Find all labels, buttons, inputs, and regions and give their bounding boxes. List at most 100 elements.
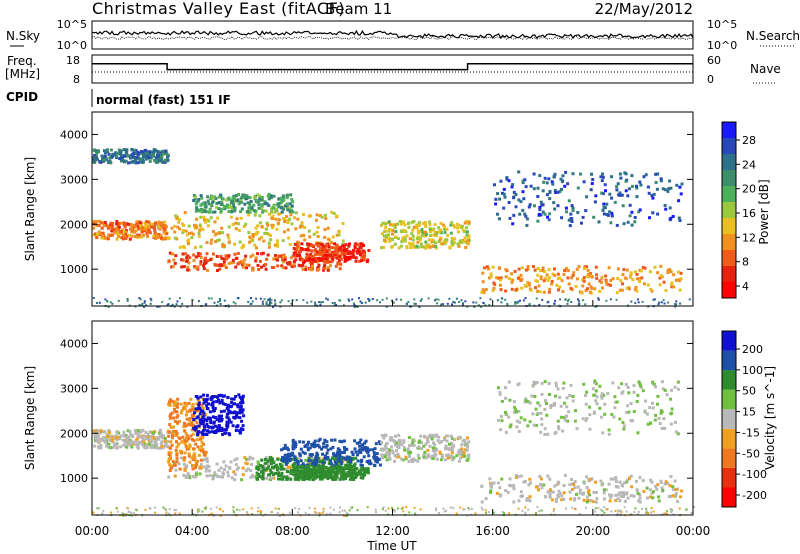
- vel-data-clutter-cell: [637, 513, 640, 516]
- vel-data-cell: [198, 437, 202, 441]
- power-data-cell: [443, 242, 447, 246]
- vel-data-cell: [165, 444, 169, 448]
- power-data-clutter-cell: [364, 301, 367, 304]
- power-data-cell: [605, 202, 609, 206]
- vel-data-cell: [582, 382, 586, 386]
- power-data-cell: [199, 262, 203, 266]
- vel-data-clutter-cell: [619, 510, 621, 513]
- power-data-clutter-cell: [385, 305, 388, 308]
- vel-data-cell: [236, 466, 240, 470]
- vel-data-cell: [594, 399, 598, 403]
- vel-data-cell: [217, 398, 220, 402]
- vel-data-cell: [190, 421, 194, 425]
- vel-data-cell: [244, 461, 248, 465]
- power-data-cell: [338, 258, 342, 262]
- power-data-cell: [240, 246, 244, 250]
- vel-data-cell: [311, 464, 315, 468]
- power-data-cell: [521, 208, 525, 212]
- power-data-cell: [152, 151, 156, 155]
- vel-data-cell: [344, 477, 347, 481]
- power-data-cell: [229, 215, 233, 219]
- vel-data-cell: [214, 416, 218, 420]
- power-data-clutter-cell: [475, 301, 478, 304]
- vel-data-clutter-cell: [480, 506, 483, 509]
- power-data-cell: [257, 206, 261, 210]
- power-data-clutter-cell: [436, 302, 439, 305]
- power-data-clutter-cell: [440, 303, 443, 306]
- power-data-cell: [300, 242, 304, 246]
- vel-data-cell: [651, 406, 655, 410]
- power-data-cell: [162, 227, 166, 231]
- vel-data-cell: [197, 403, 201, 407]
- power-data-cell: [609, 283, 612, 287]
- vel-data-cell: [598, 406, 602, 410]
- vel-data-clutter-cell: [690, 511, 693, 514]
- power-data-cell: [313, 252, 317, 256]
- power-data-cell: [494, 202, 498, 206]
- vel-data-cell: [507, 380, 511, 384]
- vel-data-cell: [444, 458, 447, 462]
- vel-data-cell: [134, 431, 138, 435]
- power-data-cell: [182, 223, 186, 227]
- vel-data-cell: [651, 401, 654, 405]
- vel-data-cell: [198, 448, 202, 451]
- vel-data-cell: [371, 448, 375, 452]
- power-data-cell: [109, 148, 113, 152]
- vel-data-cell: [431, 446, 435, 450]
- vel-data-cell: [148, 430, 152, 434]
- power-data-cell: [570, 204, 574, 208]
- power-data-cell: [265, 257, 269, 261]
- power-data-clutter-cell: [331, 302, 334, 305]
- power-data-cell: [244, 254, 248, 258]
- vel-data-cell: [340, 451, 344, 455]
- power-data-cell: [322, 266, 326, 270]
- vel-data-cell: [346, 465, 350, 469]
- vel-data-cell: [241, 473, 245, 477]
- power-data-cell: [213, 220, 217, 224]
- power-data-cell: [258, 221, 262, 225]
- power-data-cell: [326, 259, 329, 263]
- power-data-cell: [160, 149, 164, 153]
- power-data-cell: [590, 286, 594, 290]
- power-data-cell: [206, 199, 210, 203]
- power-data-cell: [210, 238, 214, 242]
- vel-data-cell: [431, 433, 435, 437]
- power-data-cell: [231, 222, 235, 226]
- vel-data-cell: [562, 484, 566, 487]
- power-data-cell: [297, 249, 301, 253]
- power-data-cell: [117, 148, 121, 152]
- power-data-cell: [165, 232, 169, 236]
- vel-data-clutter-cell: [623, 506, 626, 509]
- power-data-cell: [225, 198, 229, 202]
- power-data-cell: [331, 258, 335, 262]
- power-data-cell: [458, 239, 462, 243]
- power-data-cell: [567, 199, 571, 203]
- power-data-cell: [325, 243, 329, 247]
- vel-data-cell: [270, 471, 274, 475]
- vel-data-cell: [220, 429, 224, 432]
- vel-data-cell: [220, 426, 224, 430]
- vel-data-cell: [178, 467, 182, 471]
- power-data-clutter-cell: [379, 301, 381, 304]
- power-data-cell: [553, 172, 557, 176]
- vel-data-cell: [517, 430, 521, 433]
- power-data-cell: [128, 233, 132, 237]
- vel-data-cell: [231, 411, 235, 415]
- power-data-cell: [158, 159, 161, 163]
- power-data-cell: [245, 195, 249, 199]
- power-data-cell: [441, 242, 445, 246]
- power-data-cell: [428, 245, 432, 249]
- vel-data-clutter-cell: [508, 512, 511, 515]
- power-data-cell: [107, 226, 110, 230]
- power-data-cell: [616, 277, 620, 280]
- power-data-cell: [648, 270, 652, 274]
- vel-data-cell: [234, 395, 238, 398]
- vel-data-cell: [167, 475, 171, 479]
- power-data-clutter-cell: [634, 302, 637, 305]
- vel-data-cell: [296, 460, 299, 463]
- vel-data-cell: [164, 442, 168, 446]
- power-data-cell: [93, 159, 97, 163]
- power-data-cell: [359, 253, 363, 257]
- power-data-cell: [411, 228, 415, 232]
- vel-data-cell: [175, 456, 179, 460]
